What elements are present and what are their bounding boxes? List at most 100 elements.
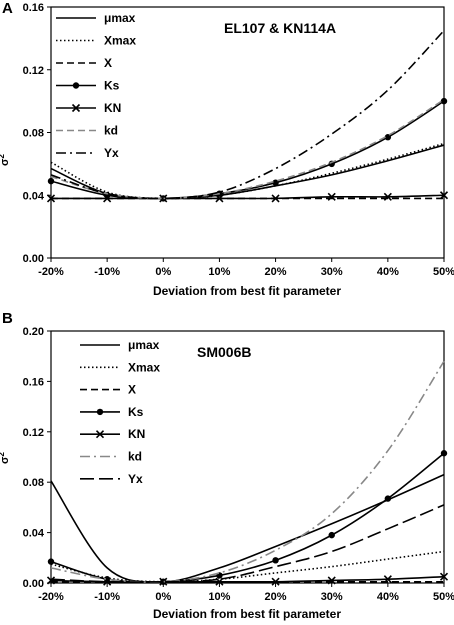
- legend-item-kd: kd: [80, 450, 142, 464]
- series-line-Xmax: [50, 142, 445, 200]
- x-tick-label: -20%: [38, 266, 64, 278]
- y-tick-label: 0.12: [23, 427, 44, 439]
- series-point-KN: [215, 194, 224, 203]
- legend-label: KN: [128, 427, 145, 441]
- x-tick-label: 30%: [321, 266, 343, 278]
- panel-a-title: EL107 & KN114A: [224, 20, 336, 36]
- legend-item-KN: KN: [80, 427, 145, 441]
- x-tick-label: -10%: [94, 591, 120, 603]
- y-tick-label: 0.08: [23, 477, 44, 489]
- legend-label: kd: [128, 450, 142, 464]
- series-point-KN: [159, 577, 168, 586]
- series-line-Yx: [50, 29, 445, 200]
- x-tick-label: 50%: [433, 266, 454, 278]
- legend-item-Yx: Yx: [80, 472, 143, 486]
- series-line-kd: [50, 360, 445, 583]
- panel-b-y-ticks: 0.00 0.04 0.08 0.12 0.16 0.20: [23, 326, 51, 590]
- series-point-Ks: [47, 558, 55, 565]
- x-tick-label: 30%: [321, 591, 343, 603]
- panel-b-series-group: [46, 360, 449, 586]
- x-tick-label: 10%: [208, 591, 230, 603]
- y-tick-label: 0.20: [23, 326, 44, 338]
- x-tick-label: 0%: [155, 591, 171, 603]
- panel-b-chart: B σ2 0.00 0.04 0.08 0.12 0.16 0.20 -20% -10% 0%…: [0, 310, 454, 621]
- legend-label: Yx: [128, 472, 143, 486]
- panel-b-xlabel: Deviation from best fit parameter: [153, 607, 341, 621]
- panel-a-letter: A: [2, 0, 13, 17]
- x-tick-label: -20%: [38, 591, 64, 603]
- series-point-KN: [383, 575, 392, 584]
- series-point-Ks: [440, 450, 448, 457]
- panel-b-x-ticks: -20% -10% 0% 10% 20% 30% 40% 50%: [38, 583, 454, 603]
- x-tick-label: 20%: [265, 266, 287, 278]
- x-tick-label: 0%: [155, 266, 171, 278]
- legend-item-KN: KN: [56, 101, 121, 115]
- y-tick-label: 0.00: [23, 578, 44, 590]
- series-point-KN: [46, 194, 56, 203]
- panel-b-letter: B: [2, 310, 13, 327]
- legend-marker: [95, 430, 105, 439]
- legend-item-X: X: [56, 56, 112, 70]
- series-point-Ks: [272, 179, 279, 186]
- panel-a-xlabel: Deviation from best fit parameter: [153, 284, 341, 298]
- series-point-KN: [327, 576, 336, 585]
- legend-label: Ks: [104, 79, 120, 93]
- legend-label: X: [104, 56, 112, 70]
- series-point-Ks: [272, 557, 279, 564]
- legend-label: X: [128, 383, 136, 397]
- legend-item-Yx: Yx: [56, 146, 119, 160]
- legend-label: μmax: [128, 338, 160, 352]
- panel-a-series-group: [46, 29, 449, 203]
- series-point-Ks: [328, 531, 335, 539]
- series-line-μmax: [50, 473, 445, 583]
- series-line-kd: [50, 98, 445, 200]
- series-line-Yx: [50, 504, 445, 583]
- panel-a-legend: μmax Xmax X Ks KN kd Yx: [56, 11, 136, 160]
- legend-label: kd: [104, 124, 118, 138]
- panel-a-x-ticks: -20% -10% 0% 10% 20% 30% 40% 50%: [38, 258, 454, 278]
- series-point-KN: [327, 192, 336, 201]
- series-point-Ks: [384, 495, 392, 502]
- panel-b-ylabel: σ2: [0, 451, 11, 464]
- series-point-KN: [271, 194, 280, 203]
- x-tick-label: -10%: [94, 266, 120, 278]
- panel-b-title: SM006B: [197, 344, 251, 360]
- legend-marker: [96, 408, 104, 416]
- legend-label: Xmax: [104, 34, 136, 48]
- legend-item-kd: kd: [56, 124, 118, 138]
- y-tick-label: 0.08: [23, 128, 44, 140]
- series-point-KN: [215, 577, 224, 586]
- legend-label: μmax: [104, 11, 136, 25]
- series-point-KN: [103, 194, 112, 203]
- y-tick-label: 0.04: [23, 190, 45, 202]
- panel-a-chart: A σ2 0.00 0.04 0.08 0.12 0.16 -20% -10% 0% 10% 2…: [0, 0, 454, 298]
- x-tick-label: 50%: [433, 591, 454, 603]
- legend-label: KN: [104, 101, 121, 115]
- legend-item-Ks: Ks: [80, 405, 144, 419]
- series-point-KN: [46, 576, 56, 585]
- series-point-KN: [439, 572, 449, 581]
- y-tick-label: 0.16: [23, 2, 44, 14]
- panel-a-y-ticks: 0.00 0.04 0.08 0.12 0.16: [23, 2, 51, 265]
- legend-item-Ks: Ks: [56, 79, 120, 93]
- panel-a-plot-frame: [50, 6, 445, 259]
- legend-label: Ks: [128, 405, 144, 419]
- legend-item-μmax: μmax: [56, 11, 136, 25]
- series-line-KN: [51, 194, 445, 200]
- legend-marker: [71, 103, 81, 113]
- y-tick-label: 0.12: [23, 65, 44, 77]
- series-point-KN: [383, 192, 392, 201]
- series-point-KN: [271, 577, 280, 586]
- x-tick-label: 20%: [265, 591, 287, 603]
- legend-item-Xmax: Xmax: [80, 360, 160, 374]
- x-tick-label: 40%: [377, 266, 399, 278]
- y-tick-label: 0.00: [23, 253, 44, 265]
- series-point-KN: [439, 191, 449, 200]
- panel-b-legend: μmax Xmax X Ks KN kd Yx: [80, 338, 160, 486]
- legend-label: Xmax: [128, 360, 160, 374]
- y-tick-label: 0.04: [23, 528, 45, 540]
- series-point-Ks: [440, 97, 448, 105]
- legend-item-X: X: [80, 383, 136, 397]
- legend-label: Yx: [104, 146, 119, 160]
